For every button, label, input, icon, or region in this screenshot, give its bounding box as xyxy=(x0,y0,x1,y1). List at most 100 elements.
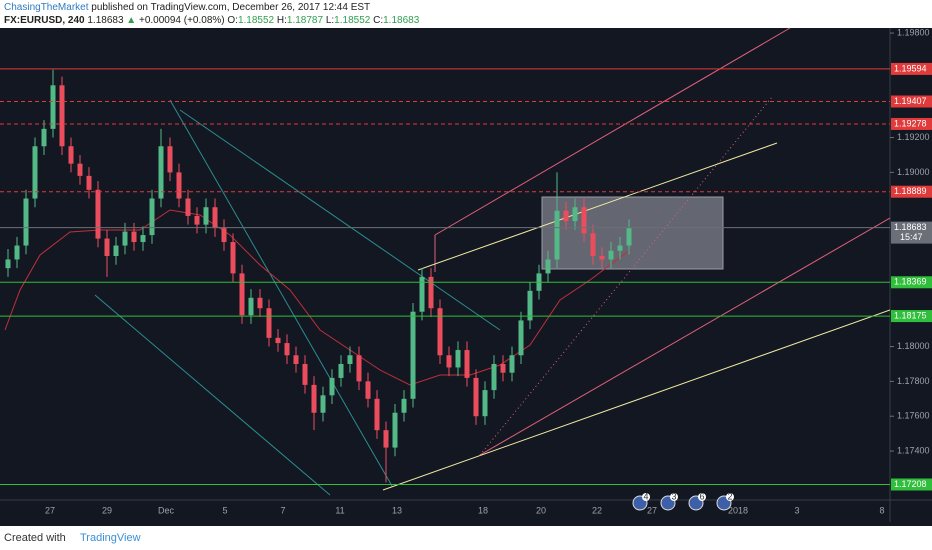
candle-body xyxy=(572,207,578,222)
candle-body xyxy=(59,85,65,147)
level-label-box xyxy=(891,276,932,289)
event-badge xyxy=(642,493,650,501)
candle-body xyxy=(185,198,191,216)
candle-body xyxy=(23,198,29,246)
level-label: 1.18683 xyxy=(894,222,927,232)
x-tick-label: 13 xyxy=(392,505,402,515)
level-label-box xyxy=(891,95,932,108)
candle-body xyxy=(86,175,92,190)
trend-line xyxy=(417,142,778,271)
candle-body xyxy=(419,276,425,312)
candle-body xyxy=(455,350,461,368)
candle-body xyxy=(482,390,488,417)
y-tick-label: 1.19000 xyxy=(897,167,930,177)
level-label: 1.19407 xyxy=(894,96,927,106)
y-tick-label: 1.17400 xyxy=(897,445,930,455)
channel-line xyxy=(169,99,393,487)
label: L: xyxy=(325,15,335,26)
countdown: 15:47 xyxy=(900,232,923,242)
chart: 1.19800 1.19200 1.19000 1.18000 1.17800 1.176… xyxy=(0,27,932,526)
x-tick-label: 20 xyxy=(536,505,546,515)
value: 1.18552 xyxy=(334,15,371,26)
published: published on TradingView.com, December 2… xyxy=(91,2,371,13)
moving-average xyxy=(4,209,631,386)
candle-body xyxy=(95,189,101,239)
candle-body xyxy=(392,412,398,448)
candle-body xyxy=(383,430,389,448)
candle-body xyxy=(293,355,299,364)
last-price: 1.18683 xyxy=(87,15,124,26)
candle-body xyxy=(5,259,11,269)
candle-body xyxy=(284,343,290,356)
x-tick-label: 7 xyxy=(280,505,285,515)
y-tick-label: 1.19200 xyxy=(897,132,930,142)
event-badge xyxy=(726,493,734,501)
candle-body xyxy=(230,242,236,274)
level-label: 1.18175 xyxy=(894,310,927,320)
candle-body xyxy=(113,245,119,256)
candle-body xyxy=(167,146,173,173)
brand[interactable]: TradingView xyxy=(80,532,141,544)
trend-line xyxy=(382,309,891,491)
trend-line xyxy=(479,96,773,456)
candle-body xyxy=(464,350,470,378)
candle-body xyxy=(194,215,200,225)
candle-body xyxy=(545,259,551,274)
channel-line xyxy=(94,294,331,496)
level-label: 1.19594 xyxy=(894,63,927,73)
candle-body xyxy=(518,320,524,356)
x-tick-label: 8 xyxy=(879,505,884,515)
candle-body xyxy=(581,207,587,234)
candle-body xyxy=(212,207,218,229)
candle-body xyxy=(50,85,56,129)
trend-line xyxy=(434,27,791,236)
candle-body xyxy=(239,273,245,316)
candle-body xyxy=(437,308,443,356)
candle-body xyxy=(122,231,128,246)
label: C: xyxy=(373,15,384,26)
value: 1.18683 xyxy=(383,15,420,26)
candle-body xyxy=(554,210,560,260)
x-tick-label: 27 xyxy=(647,505,657,515)
trend-line xyxy=(479,217,891,456)
x-tick-label: 27 xyxy=(45,505,55,515)
author: ChasingTheMarket xyxy=(4,2,89,13)
candle-body xyxy=(158,146,164,199)
candle-body xyxy=(365,381,371,399)
candle-body xyxy=(527,290,533,321)
x-tick-label: 11 xyxy=(335,505,344,515)
y-tick-label: 1.18000 xyxy=(897,341,930,351)
candle-body xyxy=(77,163,83,176)
event-badge xyxy=(698,493,706,501)
x-tick-label: 2018 xyxy=(728,505,748,515)
level-label: 1.18889 xyxy=(894,186,927,196)
channel-line xyxy=(179,109,501,331)
drawings xyxy=(4,27,891,496)
created-with: Created with xyxy=(4,532,66,544)
candle-body xyxy=(428,276,434,309)
candle-body xyxy=(266,308,272,338)
candle-body xyxy=(311,384,317,413)
label: O: xyxy=(227,15,238,26)
arrow: ▲ xyxy=(126,15,137,26)
x-tick-label: 3 xyxy=(794,505,799,515)
candle-body xyxy=(14,245,20,260)
candle-body xyxy=(221,228,227,243)
candle-body xyxy=(374,398,380,431)
candle-body xyxy=(599,255,605,260)
candle-body xyxy=(347,355,353,364)
candle-body xyxy=(104,238,110,256)
ohlc-line: FX:EURUSD, 240 1.18683 ▲ +0.00094 (+0.08… xyxy=(4,15,419,26)
candle-body xyxy=(590,233,596,256)
level-label: 1.19278 xyxy=(894,118,927,128)
change: +0.00094 (+0.08%) xyxy=(138,15,225,26)
candle-body xyxy=(131,231,137,243)
candle-body xyxy=(401,398,407,413)
event-badge xyxy=(670,493,678,501)
candle-body xyxy=(617,245,623,251)
candle-body xyxy=(410,311,416,399)
symbol: FX:EURUSD, 240 xyxy=(4,15,85,26)
range-box xyxy=(541,196,724,270)
x-tick-label: Dec xyxy=(158,505,175,515)
